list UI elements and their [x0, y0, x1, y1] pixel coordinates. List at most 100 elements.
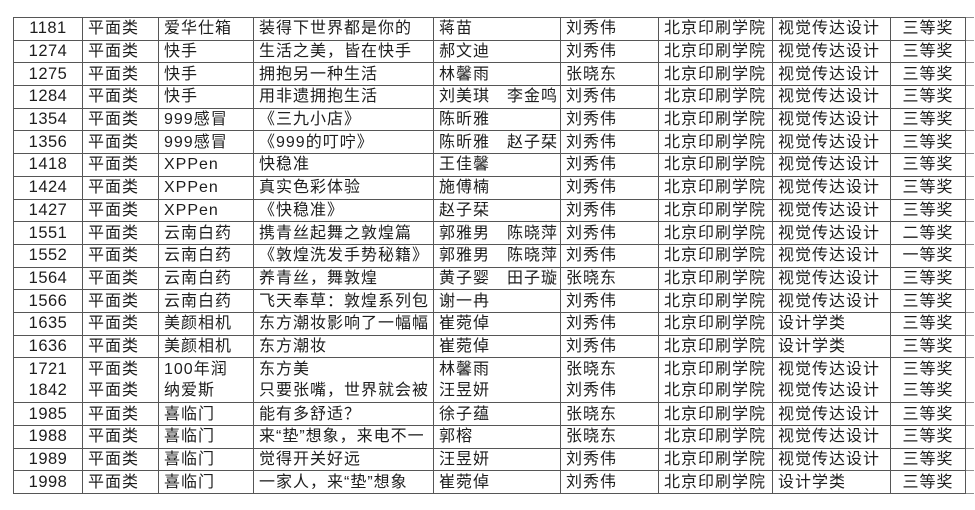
cell-award: 三等奖 — [890, 266, 966, 291]
table-row: 1552 平面类 云南白药 《敦煌洗发手势秘籍》 郭雅男 陈晓萍 刘秀伟 北京印刷学院 视觉传… — [13, 243, 974, 268]
cell-brand: 云南白药 — [158, 289, 254, 313]
awards-table-body: 1181 平面类 爱华仕箱 装得下世界都是你的 蒋苗 刘秀伟 北京印刷学院 视觉传达设计 三等奖… — [13, 17, 974, 495]
cell-title: 快稳准 — [253, 153, 434, 177]
cell-line-school: 北京印刷学院 — [664, 360, 767, 378]
cell-teacher: 刘秀伟 — [560, 447, 659, 472]
cell-award: 二等奖 — [890, 221, 966, 245]
cell-major: 视觉传达设计 — [772, 425, 891, 449]
table-row: 1721 1842 平面类 平面类 100年润 纳爱斯 东方美 只要张嘴，世界就会被 林馨雨 汪昱… — [13, 357, 974, 404]
cell-clipped-edge — [965, 425, 974, 449]
cell-school: 北京印刷学院 — [658, 17, 773, 41]
cell-brand: 美颜相机 — [158, 311, 254, 336]
cell-id: 1274 — [13, 39, 83, 64]
cell-category: 平面类 平面类 — [82, 357, 159, 404]
cell-award: 三等奖 — [890, 107, 966, 132]
cell-brand: 爱华仕箱 — [158, 17, 254, 41]
cell-authors: 王佳馨 — [433, 153, 561, 177]
cell-title: 来“垫”想象，来电不一 — [253, 425, 434, 449]
cell-clipped-edge — [965, 39, 974, 64]
cell-title: 《999的叮咛》 — [253, 130, 434, 155]
cell-id: 1998 — [13, 470, 83, 495]
cell-brand: 快手 — [158, 39, 254, 64]
cell-teacher: 刘秀伟 — [560, 198, 659, 223]
cell-title: 东方潮妆 — [253, 334, 434, 359]
cell-authors: 徐子蕴 — [433, 402, 561, 426]
cell-major: 视觉传达设计 — [772, 17, 891, 41]
table-row: 1356 平面类 999感冒 《999的叮咛》 陈昕雅 赵子栞 刘秀伟 北京印刷学院 视觉传达… — [13, 130, 974, 155]
cell-authors: 黄子婴 田子璇 — [433, 266, 561, 291]
cell-major: 视觉传达设计 — [772, 266, 891, 291]
cell-major: 视觉传达设计 — [772, 107, 891, 132]
cell-brand: 999感冒 — [158, 107, 254, 132]
cell-id: 1635 — [13, 311, 83, 336]
cell-school: 北京印刷学院 — [658, 221, 773, 245]
cell-clipped-edge — [965, 130, 974, 155]
cell-award: 三等奖 — [890, 62, 966, 87]
cell-authors: 郝文迪 — [433, 39, 561, 64]
cell-clipped-edge — [965, 243, 974, 268]
cell-major: 视觉传达设计 — [772, 402, 891, 426]
cell-major: 视觉传达设计 — [772, 153, 891, 177]
cell-title: 东方美 只要张嘴，世界就会被 — [253, 357, 434, 404]
cell-category: 平面类 — [82, 39, 159, 64]
cell-teacher: 刘秀伟 — [560, 311, 659, 336]
cell-authors: 汪昱妍 — [433, 447, 561, 472]
cell-school: 北京印刷学院 — [658, 107, 773, 132]
cell-teacher: 刘秀伟 — [560, 243, 659, 268]
cell-brand: 喜临门 — [158, 447, 254, 472]
cell-category: 平面类 — [82, 266, 159, 291]
cell-line-category: 平面类 — [88, 382, 140, 400]
table-row: 1274 平面类 快手 生活之美，皆在快手 郝文迪 刘秀伟 北京印刷学院 视觉传达设计 三等奖 — [13, 39, 974, 64]
cell-title: 能有多舒适？ — [253, 402, 434, 426]
cell-school: 北京印刷学院 — [658, 130, 773, 155]
cell-brand: 云南白药 — [158, 221, 254, 245]
cell-title: 拥抱另一种生活 — [253, 62, 434, 87]
cell-brand: 快手 — [158, 62, 254, 87]
table-row: 1635 平面类 美颜相机 东方潮妆影响了一幅幅 崔菀倬 刘秀伟 北京印刷学院 设计学类 三等奖 — [13, 311, 974, 336]
cell-school: 北京印刷学院 — [658, 39, 773, 64]
cell-school: 北京印刷学院 — [658, 470, 773, 495]
table-row: 1564 平面类 云南白药 养青丝，舞敦煌 黄子婴 田子璇 张晓东 北京印刷学院 视觉传达设计… — [13, 266, 974, 291]
cell-category: 平面类 — [82, 175, 159, 200]
cell-line-authors: 汪昱妍 — [439, 382, 491, 400]
cell-title: 养青丝，舞敦煌 — [253, 266, 434, 291]
cell-line-id: 1721 — [28, 359, 68, 378]
cell-id: 1988 — [13, 425, 83, 449]
cell-category: 平面类 — [82, 17, 159, 41]
cell-clipped-edge — [965, 153, 974, 177]
cell-id: 1418 — [13, 153, 83, 177]
cell-category: 平面类 — [82, 447, 159, 472]
cell-school: 北京印刷学院 — [658, 447, 773, 472]
cell-major: 视觉传达设计 — [772, 198, 891, 223]
table-row: 1275 平面类 快手 拥抱另一种生活 林馨雨 张晓东 北京印刷学院 视觉传达设计 三等奖 — [13, 62, 974, 87]
cell-category: 平面类 — [82, 470, 159, 495]
cell-title: 携青丝起舞之敦煌篇 — [253, 221, 434, 245]
cell-clipped-edge — [965, 266, 974, 291]
cell-clipped-edge — [965, 62, 974, 87]
cell-school: 北京印刷学院 — [658, 85, 773, 109]
cell-line-award: 三等奖 — [902, 360, 954, 378]
cell-school: 北京印刷学院 — [658, 266, 773, 291]
cell-clipped-edge — [965, 198, 974, 223]
cell-school: 北京印刷学院 — [658, 62, 773, 87]
cell-clipped-edge — [965, 447, 974, 472]
cell-clipped-edge — [965, 17, 974, 41]
cell-id: 1181 — [13, 17, 83, 41]
cell-line-major: 视觉传达设计 — [778, 360, 881, 378]
cell-teacher: 刘秀伟 — [560, 153, 659, 177]
cell-teacher: 张晓东 刘秀伟 — [560, 357, 659, 404]
cell-authors: 林馨雨 — [433, 62, 561, 87]
cell-category: 平面类 — [82, 153, 159, 177]
cell-title: 觉得开关好远 — [253, 447, 434, 472]
cell-school: 北京印刷学院 北京印刷学院 — [658, 357, 773, 404]
cell-clipped-edge — [965, 470, 974, 495]
cell-award: 三等奖 — [890, 39, 966, 64]
cell-award: 三等奖 — [890, 130, 966, 155]
cell-line-title: 只要张嘴，世界就会被 — [259, 382, 430, 400]
cell-title: 东方潮妆影响了一幅幅 — [253, 311, 434, 336]
cell-authors: 崔菀倬 — [433, 470, 561, 495]
cell-teacher: 张晓东 — [560, 266, 659, 291]
cell-major: 视觉传达设计 视觉传达设计 — [772, 357, 891, 404]
cell-major: 视觉传达设计 — [772, 175, 891, 200]
cell-title: 真实色彩体验 — [253, 175, 434, 200]
